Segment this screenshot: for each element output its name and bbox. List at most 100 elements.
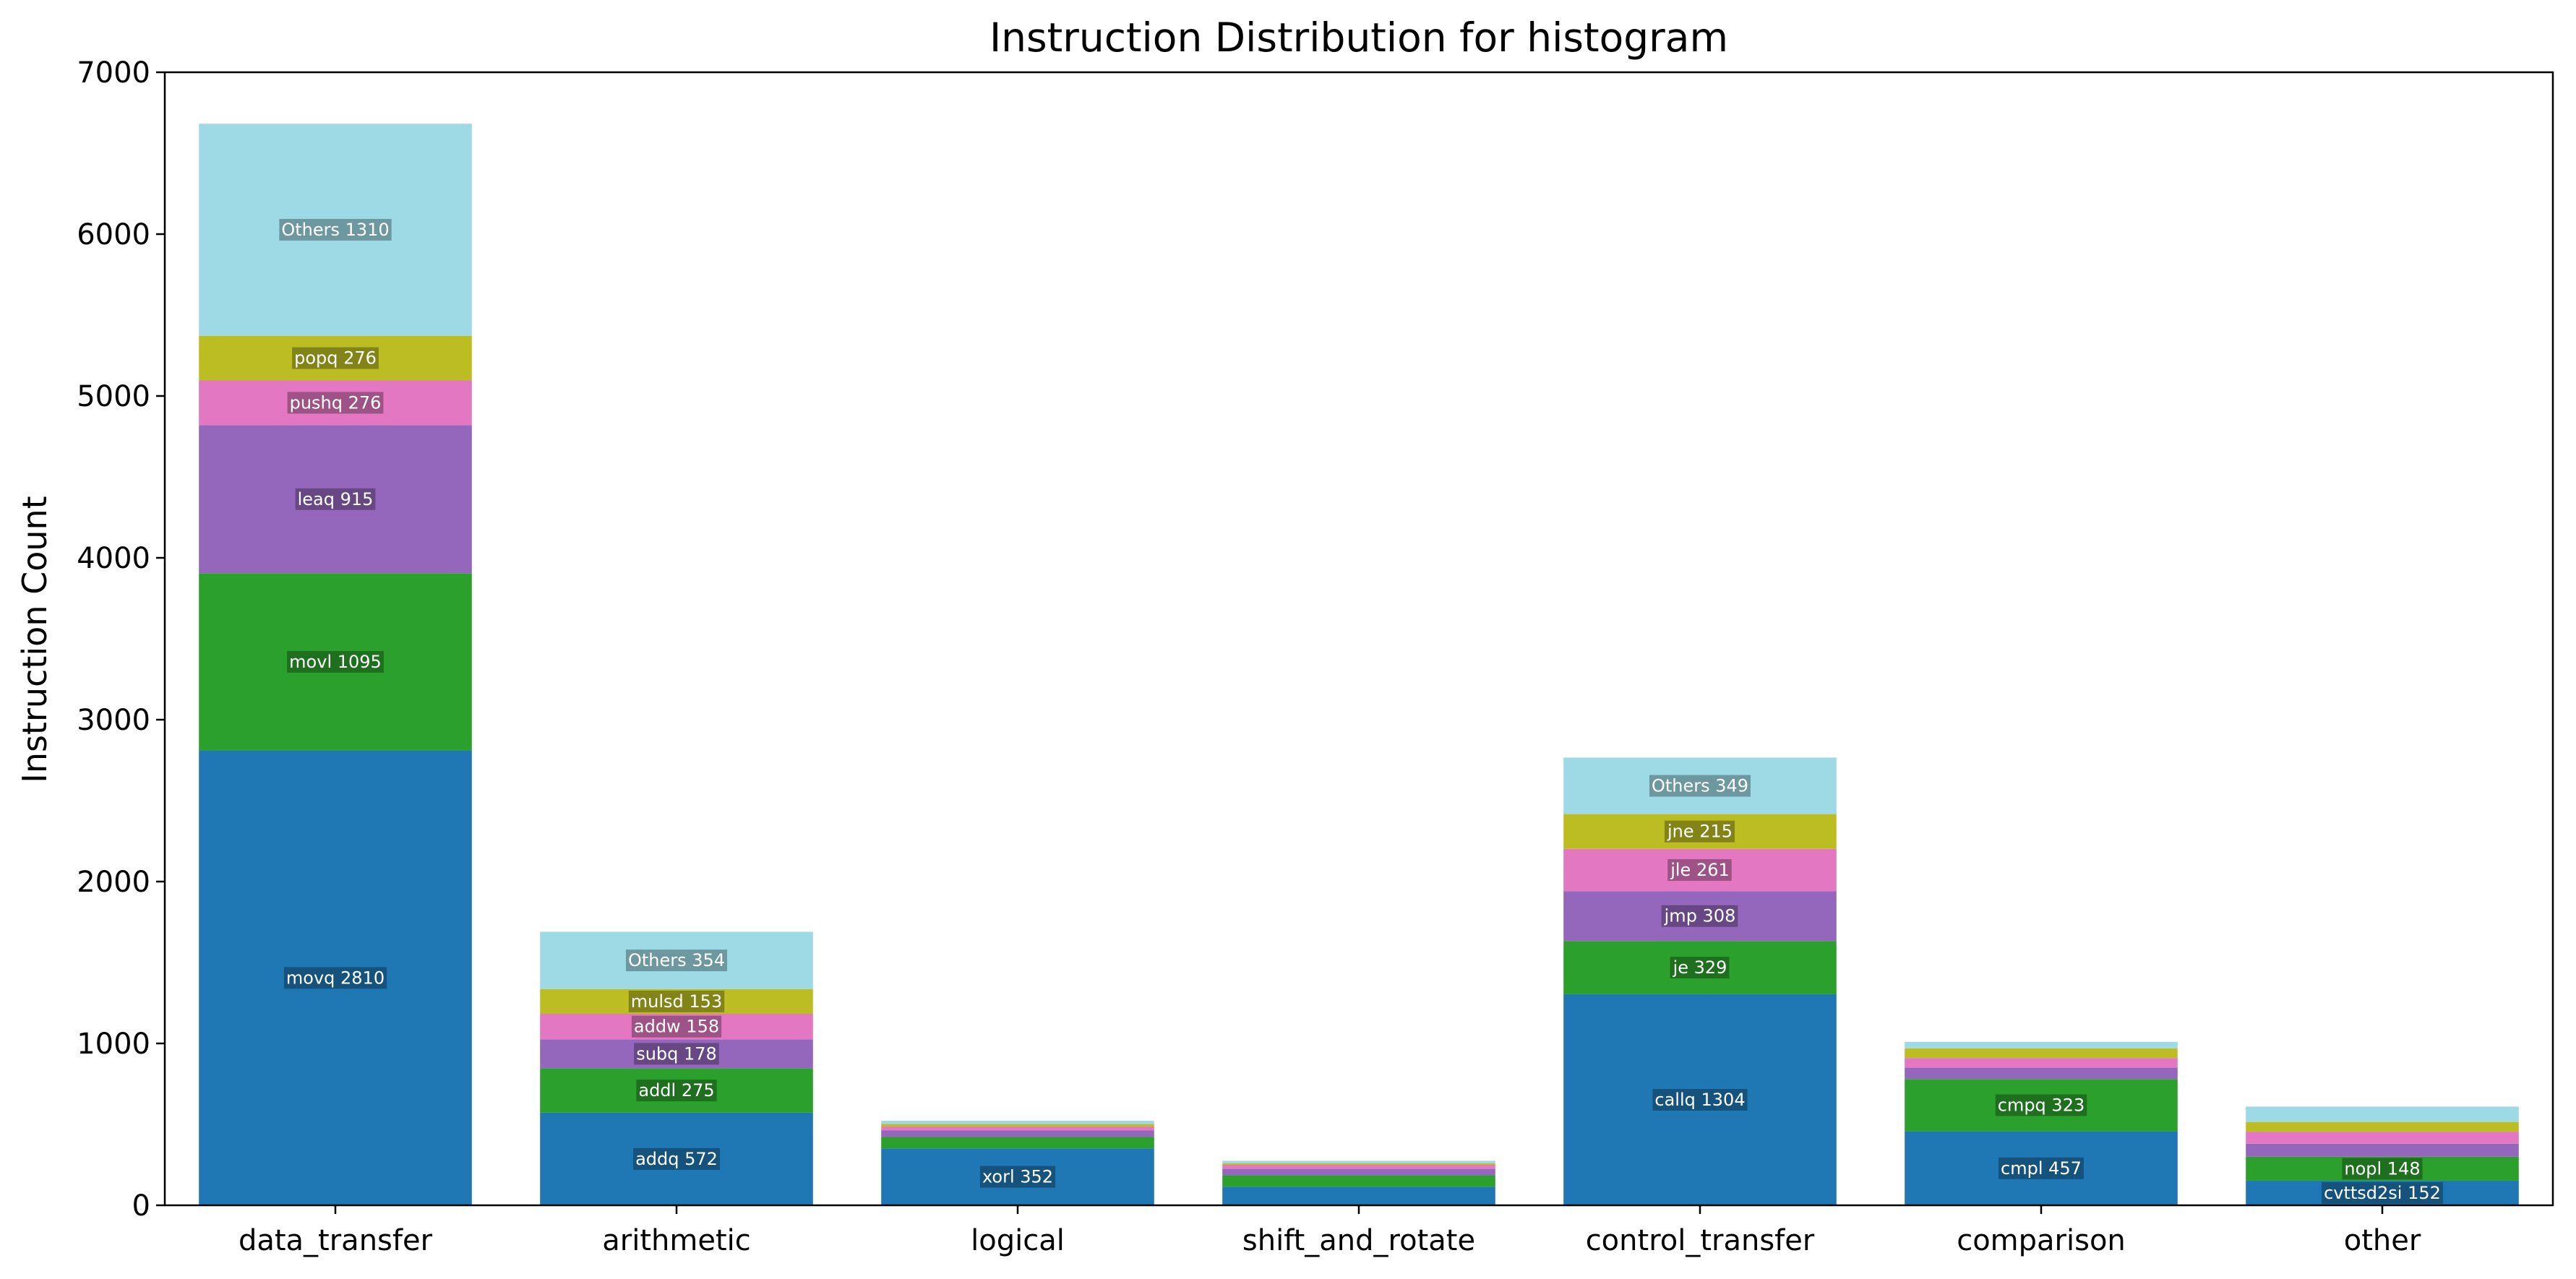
bar-segment-shift_and_rotate-5 xyxy=(1222,1160,1495,1163)
segment-label-other-1: nopl 148 xyxy=(2342,1158,2423,1180)
y-tick-label: 0 xyxy=(132,1189,150,1223)
segment-label-background xyxy=(279,218,392,241)
x-tick-label-comparison: comparison xyxy=(1957,1224,2126,1257)
segment-label-background xyxy=(1664,820,1735,843)
bars-layer: movq 2810 movl 1095 leaq 915 pushq 276 popq … xyxy=(199,124,2519,1205)
segment-label-text: Others 349 xyxy=(1652,776,1748,796)
segment-label-text: subq 178 xyxy=(636,1043,717,1064)
segment-label-arithmetic-1: addl 275 xyxy=(636,1080,717,1102)
segment-label-control_transfer-5: Others 349 xyxy=(1649,775,1751,797)
bar-segment-arithmetic-1 xyxy=(540,1068,813,1113)
segment-label-background xyxy=(631,1015,722,1038)
segment-label-background xyxy=(295,488,376,510)
segment-label-data_transfer-3: pushq 276 xyxy=(287,392,384,414)
bar-segment-arithmetic-4 xyxy=(540,989,813,1015)
segment-label-text: cvttsd2si 152 xyxy=(2324,1183,2441,1203)
segment-label-background xyxy=(287,392,384,414)
segment-label-background xyxy=(1652,1088,1748,1111)
segment-label-control_transfer-1: je 329 xyxy=(1670,957,1730,979)
bar-segment-shift_and_rotate-3 xyxy=(1222,1165,1495,1169)
segment-label-text: jle 261 xyxy=(1670,860,1730,880)
bar-segment-comparison-1 xyxy=(1905,1079,2178,1132)
segment-label-text: xorl 352 xyxy=(982,1167,1053,1187)
bar-segment-data_transfer-5 xyxy=(199,124,472,336)
bar-segment-comparison-0 xyxy=(1905,1131,2178,1205)
segment-label-logical-0: xorl 352 xyxy=(979,1166,1056,1188)
chart-title: Instruction Distribution for histogram xyxy=(989,14,1728,61)
segment-label-background xyxy=(636,1080,717,1102)
segment-label-control_transfer-3: jle 261 xyxy=(1667,858,1732,881)
bar-segment-data_transfer-0 xyxy=(199,750,472,1205)
segment-label-text: callq 1304 xyxy=(1654,1090,1745,1110)
bar-segment-control_transfer-5 xyxy=(1563,757,1837,814)
bar-segment-logical-4 xyxy=(881,1124,1154,1127)
bar-segment-data_transfer-1 xyxy=(199,573,472,751)
bar-segment-comparison-3 xyxy=(1905,1058,2178,1068)
segment-label-arithmetic-4: mulsd 153 xyxy=(628,990,725,1012)
segment-label-text: addq 572 xyxy=(635,1149,718,1169)
bar-segment-control_transfer-1 xyxy=(1563,941,1837,994)
segment-label-background xyxy=(1661,905,1738,927)
y-tick-label: 3000 xyxy=(77,704,150,737)
bar-segment-logical-1 xyxy=(881,1137,1154,1149)
bar-segment-arithmetic-0 xyxy=(540,1112,813,1205)
bar-segment-arithmetic-2 xyxy=(540,1039,813,1069)
bar-segment-other-3 xyxy=(2246,1132,2519,1144)
segment-label-background xyxy=(2322,1181,2443,1204)
bar-segment-arithmetic-3 xyxy=(540,1014,813,1040)
segment-label-background xyxy=(634,1043,719,1065)
bar-segment-data_transfer-2 xyxy=(199,425,472,574)
bar-segment-data_transfer-4 xyxy=(199,335,472,381)
segment-label-background xyxy=(1998,1157,2084,1179)
axes-layer: 0 1000 2000 3000 4000 5000 6000 7000 data_transf… xyxy=(77,56,2554,1257)
bar-segment-shift_and_rotate-4 xyxy=(1222,1163,1495,1165)
segment-label-background xyxy=(633,1147,720,1170)
bar-segment-arithmetic-5 xyxy=(540,931,813,989)
segment-label-arithmetic-0: addq 572 xyxy=(633,1147,720,1170)
segment-label-arithmetic-3: addw 158 xyxy=(631,1015,722,1038)
segment-label-text: nopl 148 xyxy=(2344,1158,2420,1179)
segment-label-data_transfer-4: popq 276 xyxy=(292,347,379,369)
segment-label-background xyxy=(1649,775,1751,797)
bar-segment-control_transfer-4 xyxy=(1563,814,1837,849)
segment-label-data_transfer-1: movl 1095 xyxy=(287,650,384,673)
bar-segment-logical-0 xyxy=(881,1148,1154,1205)
bar-segment-comparison-2 xyxy=(1905,1067,2178,1080)
segment-label-control_transfer-2: jmp 308 xyxy=(1661,905,1738,927)
bar-segment-logical-3 xyxy=(881,1126,1154,1131)
bar-segment-shift_and_rotate-1 xyxy=(1222,1175,1495,1187)
segment-label-text: cmpl 457 xyxy=(2001,1158,2082,1179)
segment-label-control_transfer-4: jne 215 xyxy=(1664,820,1735,843)
segment-label-text: mulsd 153 xyxy=(631,991,722,1012)
segment-label-text: leaq 915 xyxy=(298,489,374,509)
segment-label-background xyxy=(625,949,728,972)
x-tick-label-control_transfer: control_transfer xyxy=(1586,1224,1815,1257)
y-axis-title: Instruction Count xyxy=(15,496,54,783)
segment-label-control_transfer-0: callq 1304 xyxy=(1652,1088,1748,1111)
bar-segment-other-5 xyxy=(2246,1106,2519,1122)
bar-segment-comparison-4 xyxy=(1905,1048,2178,1059)
segment-label-text: addw 158 xyxy=(634,1017,719,1037)
segment-label-text: cmpq 323 xyxy=(1998,1095,2085,1115)
bar-segment-control_transfer-2 xyxy=(1563,891,1837,942)
bar-segment-comparison-5 xyxy=(1905,1041,2178,1048)
y-tick-label: 6000 xyxy=(77,218,150,251)
bar-segment-control_transfer-3 xyxy=(1563,848,1837,892)
segment-label-other-0: cvttsd2si 152 xyxy=(2322,1181,2443,1204)
segment-label-background xyxy=(1995,1094,2087,1116)
bar-segment-other-1 xyxy=(2246,1156,2519,1181)
segment-label-background xyxy=(283,967,387,989)
segment-label-background xyxy=(2342,1158,2423,1180)
segment-label-background xyxy=(1667,858,1732,881)
segment-label-text: pushq 276 xyxy=(290,392,382,413)
segment-label-text: addl 275 xyxy=(638,1080,714,1101)
segment-label-text: movl 1095 xyxy=(289,652,382,672)
segment-label-arithmetic-2: subq 178 xyxy=(634,1043,719,1065)
segment-label-background xyxy=(287,650,384,673)
bar-segment-logical-2 xyxy=(881,1130,1154,1137)
bar-segment-other-0 xyxy=(2246,1180,2519,1205)
bar-segment-shift_and_rotate-0 xyxy=(1222,1187,1495,1205)
y-tick-label: 7000 xyxy=(77,56,150,90)
segment-label-text: Others 1310 xyxy=(281,220,389,240)
y-tick-label: 4000 xyxy=(77,542,150,575)
